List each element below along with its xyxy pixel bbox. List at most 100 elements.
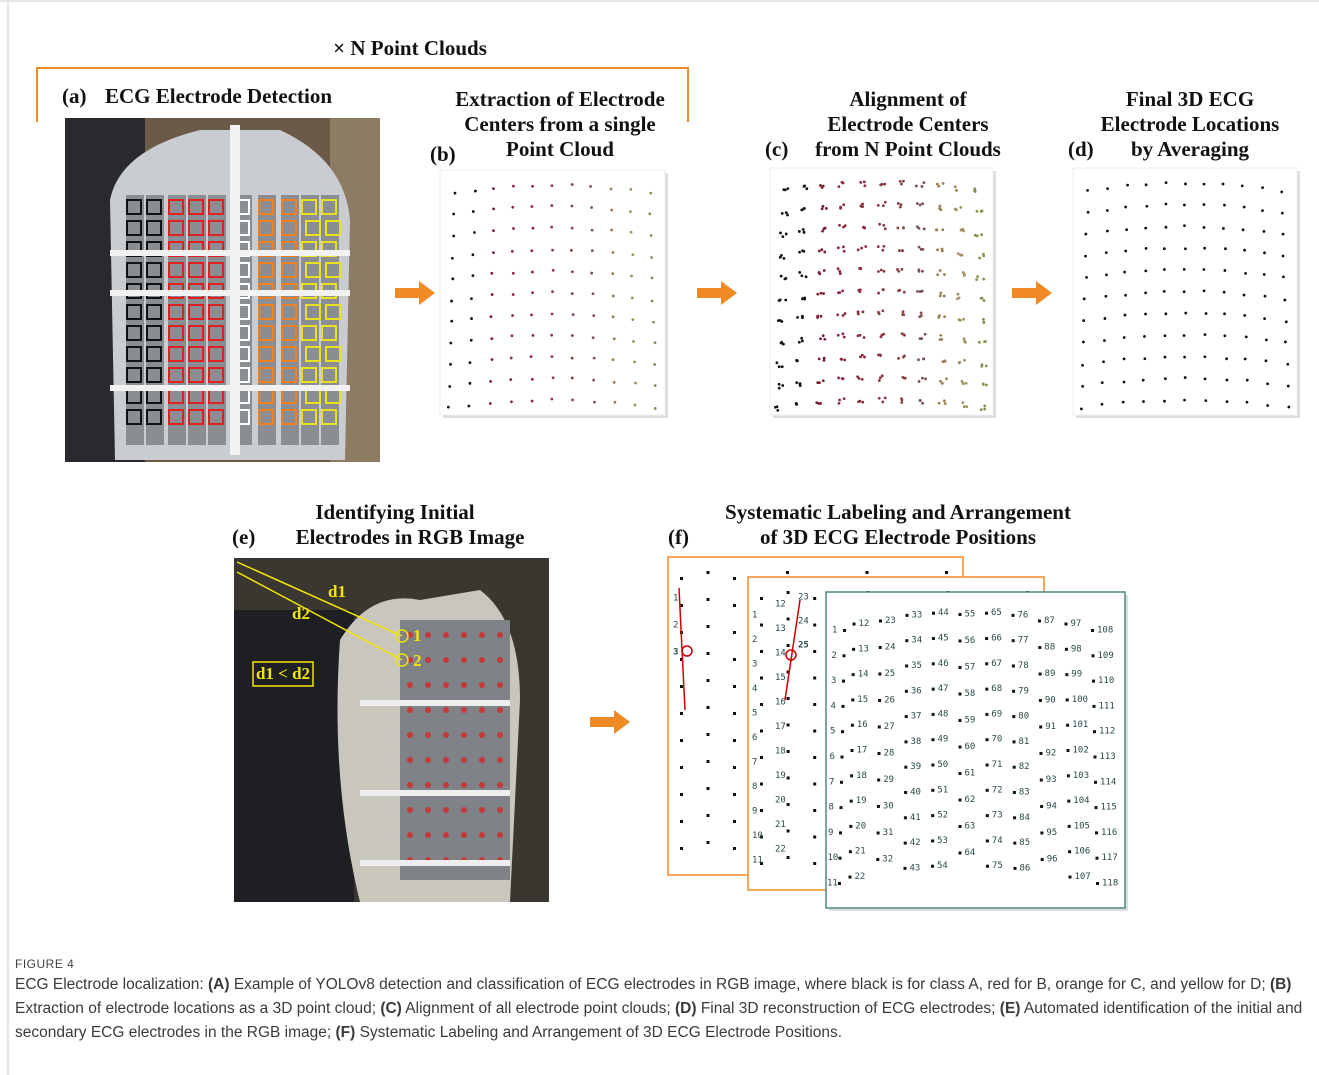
sheet-dot [959,666,962,669]
sheet-dot [813,836,816,839]
cloud-point [1143,335,1146,338]
sheet-dot [905,639,908,642]
sheet-dot [904,791,907,794]
caption-panel-ref: (D) [675,1000,697,1017]
cloud-point [1083,297,1086,300]
cloud-point [802,228,805,231]
cloud-point [1123,271,1126,274]
cloud-point [1165,181,1168,184]
sheet-dot [932,637,935,640]
electrode-label: 13 [775,624,786,634]
sheet-dot [985,637,988,640]
sheet-dot [813,862,816,865]
cloud-point [897,202,900,205]
cloud-point [776,409,779,412]
electrode-label: 19 [856,796,867,806]
panel-title: Electrode Locations [1101,112,1280,136]
cloud-point [1246,401,1249,404]
electrode [443,632,449,638]
panel-title: Electrodes in RGB Image [296,525,525,549]
cloud-point [631,318,634,321]
electrode [497,832,503,838]
cloud-point [816,293,819,296]
cloud-point [786,187,789,190]
sheet-dot [1039,672,1042,675]
cloud-point [775,361,778,364]
sheet-dot [1039,699,1042,702]
caption: FIGURE 4 ECG Electrode localization: (A)… [15,955,1310,1045]
electrode-label: 87 [1044,616,1055,626]
cloud-point [550,334,553,337]
cloud-point [899,206,902,209]
cloud-point [1164,377,1167,380]
cloud-point [1263,230,1266,233]
electrode-label: 66 [991,634,1002,644]
cloud-point [468,382,471,385]
electrode-label: 62 [965,795,976,805]
caption-panel-ref: (B) [1270,976,1292,993]
cloud-point [957,293,960,296]
sheet-dot [733,658,736,661]
cloud-point [960,229,963,232]
cloud-point [982,318,985,321]
sheet-dot [1014,867,1017,870]
cloud-point [882,288,885,291]
sheet-dot [1093,705,1096,708]
cloud-point [473,231,476,234]
electrode-label: 110 [1098,676,1114,686]
electrode-label: 10 [752,831,763,841]
sheet-dot [760,756,763,759]
cloud-point [916,290,919,293]
cloud-point [630,231,633,234]
electrode-label: 9 [828,828,833,838]
cloud-point [649,192,652,195]
cloud-point [965,382,968,385]
cloud-point [975,278,978,281]
cloud-point [467,405,470,408]
cloud-point [1287,406,1290,409]
cloud-point [571,399,574,402]
cloud-point [592,314,595,317]
sheet-dot [904,867,907,870]
cloud-point [593,357,596,360]
electrode-label: 3 [752,660,757,670]
electrode-label: 32 [882,854,893,864]
cloud-point [612,295,615,298]
sheet-dot [1013,816,1016,819]
sheet-dot [959,825,962,828]
sheet-dot [959,852,962,855]
sheet-dot [877,831,880,834]
cloud-point [922,181,925,184]
electrode-label: 6 [830,752,835,762]
electrode-label: 118 [1102,879,1118,889]
sheet-dot [1093,730,1096,733]
sheet-dot [986,764,989,767]
cloud-point [879,183,882,186]
cloud-point [593,401,596,404]
sheet-dot [959,613,962,616]
cloud-point [805,187,808,190]
cloud-point [510,400,513,403]
cloud-point [981,210,984,213]
electrode-label: 93 [1046,775,1057,785]
electrode-label: 8 [829,803,834,813]
sheet-dot [707,625,710,628]
electrode-label: 37 [911,712,922,722]
cloud-point [491,358,494,361]
cloud-point [633,361,636,364]
cloud-point [976,210,979,213]
sheet-dot [841,756,844,759]
sheet-dot [1067,800,1070,803]
electrode-label: 4 [752,684,757,694]
electrode-label: 3 [673,648,678,658]
sheet-dot [787,803,790,806]
cloud-point [1243,206,1246,209]
electrode-label: 8 [752,782,757,792]
cloud-point [1226,379,1229,382]
cloud-point [1204,399,1207,402]
sheet-dot [839,831,842,834]
cloud-point [781,235,784,238]
sheet-dot [733,685,736,688]
cloud-point [936,273,939,276]
cloud-point [1165,203,1168,206]
